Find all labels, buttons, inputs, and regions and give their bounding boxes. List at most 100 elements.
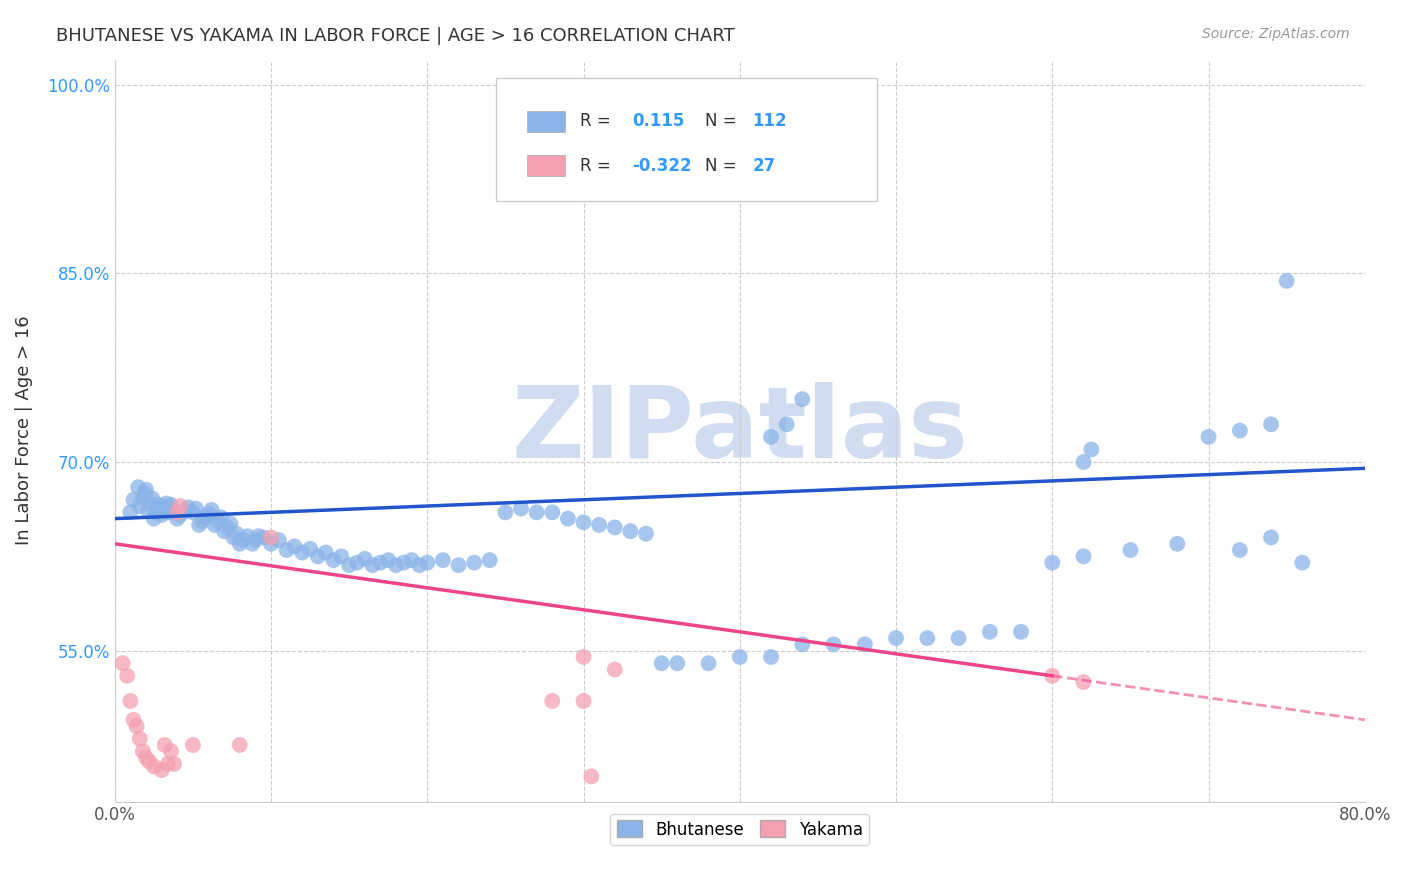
Point <box>229 537 252 551</box>
FancyBboxPatch shape <box>496 78 877 201</box>
Bar <box>527 155 565 176</box>
Point <box>247 529 270 543</box>
Point <box>138 755 160 769</box>
Point <box>181 738 204 752</box>
Text: 0.115: 0.115 <box>633 112 685 130</box>
Point <box>917 631 939 645</box>
Point <box>619 524 641 539</box>
Point <box>194 510 217 524</box>
Point <box>1275 274 1298 288</box>
Point <box>174 504 197 518</box>
Point <box>603 663 626 677</box>
Point <box>792 637 814 651</box>
Point <box>252 531 274 545</box>
Point <box>201 503 224 517</box>
Point <box>759 649 782 664</box>
Point <box>177 500 200 515</box>
Text: BHUTANESE VS YAKAMA IN LABOR FORCE | AGE > 16 CORRELATION CHART: BHUTANESE VS YAKAMA IN LABOR FORCE | AGE… <box>56 27 735 45</box>
Point <box>1073 455 1095 469</box>
Text: ZIPatlas: ZIPatlas <box>512 382 969 479</box>
Point <box>447 558 470 573</box>
Point <box>494 505 516 519</box>
Point <box>156 756 179 771</box>
Point <box>823 637 845 651</box>
Bar <box>527 111 565 132</box>
Point <box>267 533 290 547</box>
Point <box>759 430 782 444</box>
Point <box>385 558 408 573</box>
Point <box>232 533 254 547</box>
Text: R =: R = <box>579 157 610 175</box>
Point <box>145 505 167 519</box>
Point <box>163 505 186 519</box>
Point <box>1119 543 1142 558</box>
Point <box>1229 424 1251 438</box>
Point <box>122 713 145 727</box>
Point <box>392 556 415 570</box>
Point <box>160 498 183 512</box>
Point <box>1166 537 1188 551</box>
Point <box>557 511 579 525</box>
Point <box>197 507 219 521</box>
Point <box>125 719 148 733</box>
Point <box>1198 430 1220 444</box>
Point <box>134 486 156 500</box>
Point <box>155 496 177 510</box>
Point <box>148 498 170 512</box>
Point <box>541 694 564 708</box>
Point <box>135 483 157 497</box>
Point <box>728 649 751 664</box>
Point <box>1040 669 1063 683</box>
Point <box>260 537 283 551</box>
Point <box>219 516 242 531</box>
Point <box>146 501 169 516</box>
Y-axis label: In Labor Force | Age > 16: In Labor Force | Age > 16 <box>15 316 32 545</box>
Point <box>1073 549 1095 564</box>
Point <box>188 517 211 532</box>
Point <box>697 657 720 671</box>
Point <box>217 520 239 534</box>
Point <box>792 392 814 406</box>
Point <box>884 631 907 645</box>
Point <box>150 763 173 777</box>
Point <box>979 624 1001 639</box>
Point <box>166 511 188 525</box>
Text: Source: ZipAtlas.com: Source: ZipAtlas.com <box>1202 27 1350 41</box>
Point <box>291 545 314 559</box>
Point <box>463 556 485 570</box>
Point <box>225 526 247 541</box>
Point <box>307 549 329 564</box>
Point <box>152 504 174 518</box>
Point <box>572 694 595 708</box>
Text: R =: R = <box>579 112 610 130</box>
Point <box>948 631 970 645</box>
Point <box>159 501 181 516</box>
Point <box>166 505 188 519</box>
Point <box>117 669 139 683</box>
Point <box>191 514 214 528</box>
Point <box>135 750 157 764</box>
Point <box>150 508 173 522</box>
Point <box>572 516 595 530</box>
Point <box>181 505 204 519</box>
Point <box>634 526 657 541</box>
Point <box>141 491 163 506</box>
Point <box>160 744 183 758</box>
Point <box>401 553 423 567</box>
Point <box>346 556 368 570</box>
Point <box>276 543 298 558</box>
Text: 112: 112 <box>752 112 787 130</box>
Legend: Bhutanese, Yakama: Bhutanese, Yakama <box>610 814 869 846</box>
Point <box>330 549 353 564</box>
Point <box>1040 556 1063 570</box>
Point <box>432 553 454 567</box>
Point <box>322 553 344 567</box>
Point <box>169 508 191 522</box>
Point <box>541 505 564 519</box>
Point <box>236 529 259 543</box>
Point <box>526 505 548 519</box>
Point <box>156 505 179 519</box>
Point <box>212 524 235 539</box>
Point <box>153 500 176 515</box>
Point <box>588 517 610 532</box>
